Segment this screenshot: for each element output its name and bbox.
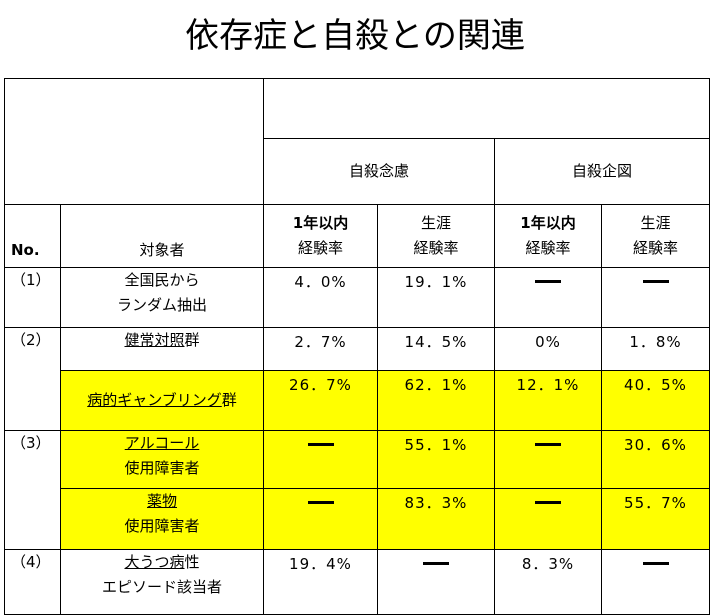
row-subject-line1: アルコール — [124, 434, 200, 452]
page-title: 依存症と自殺との関連 — [185, 16, 525, 56]
ideation-1year-value: 4．0% — [263, 267, 378, 328]
group-ideation-header: 自殺念慮 — [263, 138, 495, 205]
row-no: （3） — [4, 430, 61, 550]
row-subject-line1: 大うつ病 — [124, 553, 185, 571]
group-attempt-header: 自殺企図 — [494, 138, 710, 205]
table-row: （1） 全国民から ランダム抽出 4．0% 19．1% — [4, 267, 710, 328]
col-attempt-life-line1: 生涯 — [640, 214, 671, 232]
row-subject-line2: ランダム抽出 — [116, 296, 207, 314]
attempt-life-value — [601, 549, 710, 615]
ideation-life-value: 83．3% — [377, 488, 495, 550]
row-no: （2） — [4, 327, 61, 431]
row-subject-line2: 使用障害者 — [124, 459, 200, 477]
col-attempt-1year-line2: 経験率 — [525, 239, 571, 257]
table-row: （4） 大うつ病性 エピソード該当者 19．4% 8．3% — [4, 549, 710, 615]
header-top-blank — [263, 78, 710, 139]
attempt-life-value: 30．6% — [601, 430, 710, 489]
row-no: （4） — [4, 549, 61, 615]
data-table: 自殺念慮 自殺企図 No. 対象者 1年以内 経験率 生涯 経験率 1年以内 経… — [4, 78, 710, 615]
row-subject: 大うつ病性 エピソード該当者 — [60, 549, 264, 615]
attempt-1year-value: 12．1% — [494, 370, 602, 431]
row-subject-line2: 使用障害者 — [124, 517, 200, 535]
dash-icon — [423, 561, 449, 565]
table-row: 病的ギャンブリング群 26．7% 62．1% 12．1% 40．5% — [5, 370, 710, 431]
dash-icon — [307, 500, 334, 504]
row-subject-suffix: 性 — [184, 553, 200, 571]
col-attempt-1year-line1: 1年以内 — [520, 214, 576, 232]
ideation-1year-value: 19．4% — [263, 549, 378, 615]
attempt-1year-value: 8．3% — [494, 549, 602, 615]
table-row: 薬物 使用障害者 83．3% 55．7% — [5, 488, 710, 550]
ideation-1year-value — [263, 488, 378, 550]
row-subject: 全国民から ランダム抽出 — [60, 267, 264, 328]
col-attempt-1year-header: 1年以内 経験率 — [494, 204, 602, 268]
col-ideation-life-header: 生涯 経験率 — [377, 204, 495, 268]
ideation-life-value: 19．1% — [377, 267, 495, 328]
header-blank-cell — [4, 78, 264, 205]
col-ideation-life-line2: 経験率 — [413, 239, 459, 257]
dash-icon — [642, 279, 669, 283]
ideation-life-value — [377, 549, 495, 615]
row-no: （1） — [4, 267, 61, 328]
row-subject: 病的ギャンブリング群 — [60, 370, 264, 431]
ideation-life-value: 55．1% — [377, 430, 495, 489]
attempt-1year-value — [494, 267, 602, 328]
ideation-1year-value — [263, 430, 378, 489]
attempt-life-value: 1．8% — [601, 327, 710, 371]
attempt-life-value: 40．5% — [601, 370, 710, 431]
dash-icon — [535, 279, 561, 283]
attempt-1year-value — [494, 430, 602, 489]
col-ideation-life-line1: 生涯 — [420, 214, 451, 232]
row-subject-line1: 健常対照 — [124, 331, 185, 349]
attempt-1year-value — [494, 488, 602, 550]
row-subject-line1: 病的ギャンブリング — [87, 391, 222, 409]
ideation-1year-value: 26．7% — [263, 370, 378, 431]
dash-icon — [642, 561, 669, 565]
dash-icon — [535, 500, 561, 504]
dash-icon — [535, 442, 561, 446]
row-subject-line2: エピソード該当者 — [101, 578, 222, 596]
col-ideation-1year-line2: 経験率 — [297, 239, 343, 257]
row-subject-line1: 薬物 — [146, 492, 177, 510]
col-attempt-life-header: 生涯 経験率 — [601, 204, 710, 268]
header-row-groups: 自殺念慮 自殺企図 — [5, 138, 710, 205]
attempt-life-value: 55．7% — [601, 488, 710, 550]
table-row: （3） アルコール 使用障害者 55．1% 30．6% — [4, 430, 710, 550]
ideation-1year-value: 2．7% — [263, 327, 378, 371]
ideation-life-value: 62．1% — [377, 370, 495, 431]
row-subject-suffix: 群 — [221, 391, 237, 409]
ideation-life-value: 14．5% — [377, 327, 495, 371]
col-ideation-1year-header: 1年以内 経験率 — [263, 204, 378, 268]
table-row: （2） 健常対照群 2．7% 14．5% 0% 1．8% — [4, 327, 710, 431]
col-no-header: No. — [4, 204, 61, 268]
col-attempt-life-line2: 経験率 — [632, 239, 678, 257]
header-row-columns: No. 対象者 1年以内 経験率 生涯 経験率 1年以内 経験率 生涯 経験率 — [4, 204, 710, 268]
row-subject-suffix: 群 — [184, 331, 200, 349]
col-ideation-1year-line1: 1年以内 — [292, 214, 349, 232]
header-row-empty — [4, 78, 710, 205]
row-subject: 薬物 使用障害者 — [60, 488, 264, 550]
row-subject: 健常対照群 — [60, 327, 264, 371]
dash-icon — [307, 442, 334, 446]
row-subject: アルコール 使用障害者 — [60, 430, 264, 489]
row-subject-line1: 全国民から — [124, 271, 200, 289]
col-subject-header: 対象者 — [60, 204, 264, 268]
attempt-1year-value: 0% — [494, 327, 602, 371]
attempt-life-value — [601, 267, 710, 328]
